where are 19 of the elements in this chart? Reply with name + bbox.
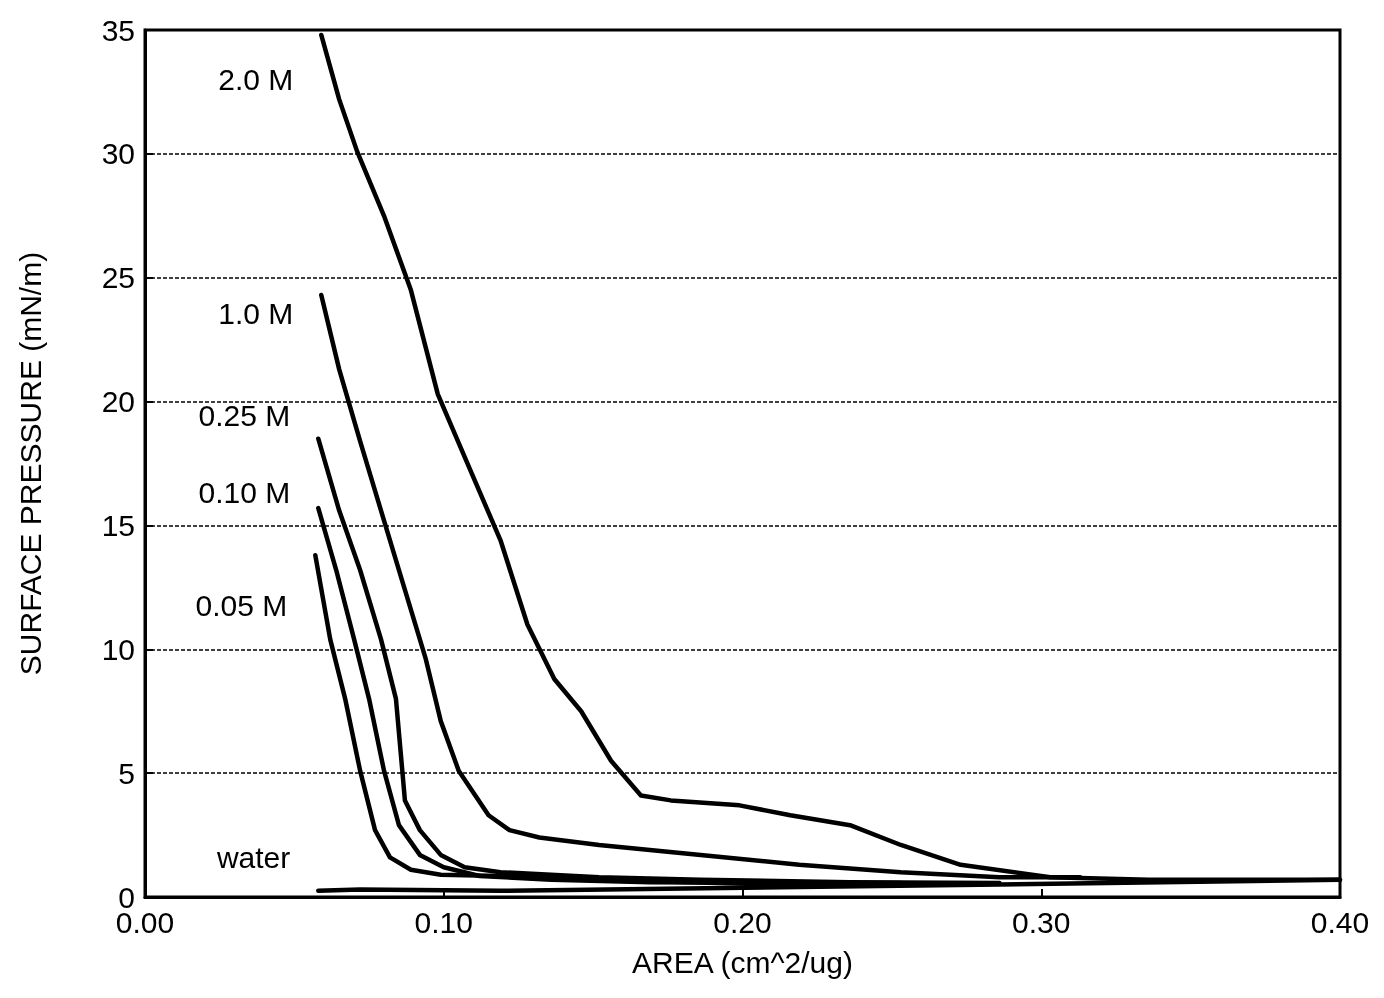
y-axis-title: SURFACE PRESSURE (mN/m) <box>13 251 47 676</box>
series-label: water <box>215 841 291 875</box>
y-tick-label: 25 <box>101 261 135 295</box>
y-tick-label: 35 <box>101 13 135 47</box>
y-tick-label: 20 <box>101 385 135 419</box>
series-label: 0.25 M <box>198 399 291 433</box>
series-label: 0.05 M <box>195 588 288 622</box>
x-tick-label: 0.10 <box>414 905 473 939</box>
series-label: 0.10 M <box>198 475 291 509</box>
y-tick-label: 30 <box>101 137 135 171</box>
x-axis-title: AREA (cm^2/ug) <box>632 945 853 979</box>
x-tick-label: 0.40 <box>1310 905 1370 939</box>
series-label: 1.0 M <box>218 296 294 330</box>
y-tick-label: 10 <box>101 632 135 666</box>
y-tick-label: 15 <box>101 508 135 542</box>
series-label: 2.0 M <box>218 63 294 97</box>
y-tick-label: 5 <box>118 756 135 790</box>
x-tick-label: 0.30 <box>1012 905 1071 939</box>
x-tick-label: 0.20 <box>713 905 772 939</box>
